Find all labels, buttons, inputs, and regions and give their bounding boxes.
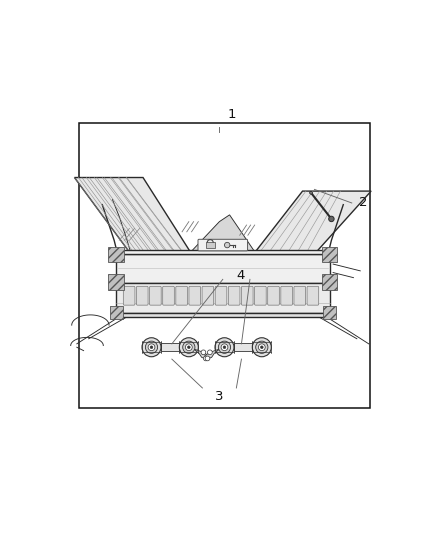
Circle shape xyxy=(256,341,268,353)
FancyBboxPatch shape xyxy=(124,286,135,305)
FancyBboxPatch shape xyxy=(215,286,227,305)
Circle shape xyxy=(142,338,161,357)
FancyBboxPatch shape xyxy=(137,286,148,305)
FancyBboxPatch shape xyxy=(254,286,266,305)
Bar xyxy=(321,247,337,262)
Polygon shape xyxy=(194,349,208,359)
Circle shape xyxy=(224,243,230,248)
FancyBboxPatch shape xyxy=(294,286,306,305)
Bar xyxy=(110,306,123,319)
FancyBboxPatch shape xyxy=(202,286,214,305)
Circle shape xyxy=(258,344,265,351)
Bar xyxy=(78,123,371,408)
Circle shape xyxy=(203,356,208,361)
FancyBboxPatch shape xyxy=(149,286,161,305)
FancyBboxPatch shape xyxy=(268,286,279,305)
FancyBboxPatch shape xyxy=(206,243,215,248)
Circle shape xyxy=(179,338,198,357)
Circle shape xyxy=(185,344,192,351)
FancyBboxPatch shape xyxy=(241,286,253,305)
Bar xyxy=(114,313,332,317)
Text: 1: 1 xyxy=(228,108,237,121)
Circle shape xyxy=(150,346,153,349)
Text: 4: 4 xyxy=(237,270,245,282)
Bar xyxy=(116,282,330,313)
FancyBboxPatch shape xyxy=(198,239,247,251)
Bar xyxy=(234,343,252,351)
FancyBboxPatch shape xyxy=(307,286,319,305)
Circle shape xyxy=(252,338,271,357)
Circle shape xyxy=(148,344,155,351)
Circle shape xyxy=(221,344,228,351)
Circle shape xyxy=(310,191,312,194)
Circle shape xyxy=(223,346,226,349)
Bar xyxy=(161,343,179,351)
Circle shape xyxy=(215,338,234,357)
Circle shape xyxy=(201,350,206,354)
Polygon shape xyxy=(205,349,220,359)
Circle shape xyxy=(205,356,210,361)
FancyBboxPatch shape xyxy=(281,286,293,305)
Bar xyxy=(108,247,124,262)
FancyBboxPatch shape xyxy=(228,286,240,305)
FancyBboxPatch shape xyxy=(176,286,187,305)
Polygon shape xyxy=(74,177,191,252)
Circle shape xyxy=(208,350,212,354)
Bar xyxy=(108,274,124,290)
Circle shape xyxy=(328,216,334,222)
Bar xyxy=(116,254,330,282)
Bar xyxy=(321,274,337,290)
Polygon shape xyxy=(191,215,255,252)
Circle shape xyxy=(219,341,230,353)
Polygon shape xyxy=(255,191,371,252)
Text: 3: 3 xyxy=(215,390,224,402)
Text: 2: 2 xyxy=(359,197,367,209)
Circle shape xyxy=(145,341,158,353)
Circle shape xyxy=(183,341,195,353)
Circle shape xyxy=(261,346,263,349)
Bar xyxy=(323,306,336,319)
FancyBboxPatch shape xyxy=(189,286,201,305)
FancyBboxPatch shape xyxy=(162,286,174,305)
Polygon shape xyxy=(113,251,333,254)
Circle shape xyxy=(187,346,190,349)
